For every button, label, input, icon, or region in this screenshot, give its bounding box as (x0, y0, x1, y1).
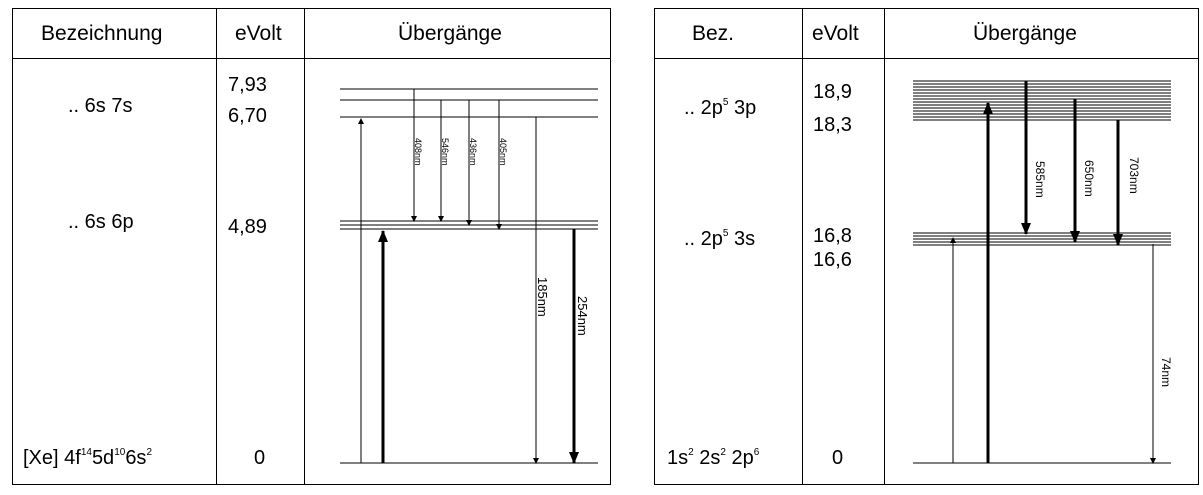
header-divider (655, 58, 1198, 59)
column-divider (884, 9, 885, 484)
level-6s6p-label: .. 6s 6p (68, 211, 134, 233)
wavelength-label: 585nm (1033, 161, 1047, 198)
wavelength-label: 650nm (1082, 160, 1096, 197)
wavelength-label: 546nm (440, 138, 450, 166)
energy-value: 4,89 (228, 216, 267, 238)
header-transitions: Übergänge (973, 22, 1077, 45)
column-divider (802, 9, 803, 484)
energy-value: 18,3 (813, 114, 852, 136)
mercury-level-table: Bezeichnung eVolt Übergänge .. 6s 7s .. … (12, 8, 611, 485)
header-ev: eVolt (235, 22, 282, 45)
header-name: Bezeichnung (41, 22, 163, 45)
column-divider (216, 9, 217, 484)
energy-value: 0 (832, 447, 844, 469)
wavelength-label: 436nm (468, 138, 478, 166)
column-divider (304, 9, 305, 484)
level-2p5-3p-label: .. 2p5 3p (684, 97, 757, 119)
wavelength-label: 405nm (498, 138, 508, 166)
ground-state-label: 1s2 2s2 2p6 (667, 447, 760, 469)
level-2p5-3s-label: .. 2p5 3s (684, 228, 756, 250)
wavelength-label: 703nm (1127, 157, 1141, 194)
header-ev: eVolt (812, 22, 859, 45)
neon-energy-diagram: 585nm 650nm 703nm 74nm (913, 80, 1173, 464)
neon-level-table: Bez. eVolt Übergänge .. 2p5 3p .. 2p5 3s… (654, 8, 1199, 485)
level-6s7s-label: .. 6s 7s (68, 95, 133, 117)
lower-level-band (913, 232, 1171, 246)
wavelength-label: 254nm (575, 296, 590, 336)
header-divider (13, 58, 610, 59)
wavelength-label: 74nm (1159, 357, 1173, 387)
energy-value: 7,93 (228, 74, 267, 96)
ground-state-label: [Xe] 4f145d106s2 (23, 447, 152, 469)
wavelength-label: 185nm (535, 277, 550, 317)
energy-value: 6,70 (228, 105, 267, 127)
header-name: Bez. (692, 22, 735, 45)
header-transitions: Übergänge (398, 22, 502, 45)
energy-value: 18,9 (813, 81, 852, 103)
mercury-energy-diagram: 408nm 546nm 436nm 405nm 185nm 254nm (340, 88, 598, 464)
upper-level-band (913, 80, 1171, 121)
energy-value: 16,8 (813, 225, 852, 247)
energy-value: 16,6 (813, 249, 852, 271)
energy-value: 0 (254, 447, 266, 469)
wavelength-label: 408nm (413, 138, 423, 166)
